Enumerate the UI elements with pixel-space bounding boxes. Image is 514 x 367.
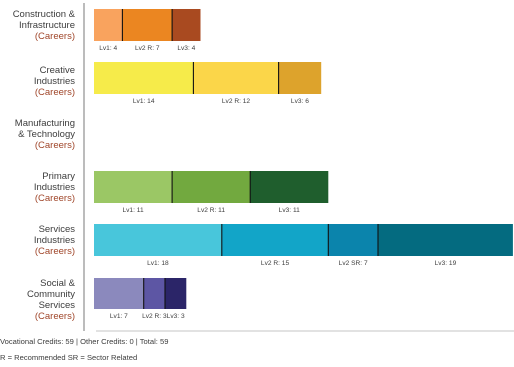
segment-label: Lv1: 4 — [99, 45, 117, 52]
bar-segment — [328, 224, 378, 256]
bar-segment — [221, 224, 329, 256]
bar-segment — [172, 171, 251, 203]
segment-label: Lv2 R: 15 — [261, 260, 290, 267]
bar-segment — [378, 224, 513, 256]
category-label: Primary — [42, 171, 75, 182]
bar-segment — [143, 278, 165, 309]
category-label: Social & — [40, 278, 76, 289]
segment-label: Lv2 R: 12 — [222, 98, 251, 105]
category-label: Industries — [34, 182, 75, 193]
category-labels: Construction &Infrastructure(Careers)Cre… — [13, 9, 76, 322]
segment-label: Lv1: 7 — [110, 313, 128, 320]
segment-label: Lv1: 18 — [147, 260, 169, 267]
category-label: Manufacturing — [15, 118, 75, 129]
bar-segment — [94, 62, 194, 94]
segment-label: Lv3: 4 — [177, 45, 195, 52]
bars — [94, 9, 513, 309]
bar-segment — [94, 224, 222, 256]
category-label: Construction & — [13, 9, 76, 20]
category-label: Services — [39, 224, 76, 235]
category-label: Infrastructure — [19, 20, 75, 31]
segment-label: Lv2 SR: 7 — [339, 260, 368, 267]
segment-label: Lv3: 11 — [279, 207, 300, 214]
bar-segment — [94, 171, 173, 203]
bar-segment — [172, 9, 201, 41]
segment-label: Lv2 R: 3 — [142, 313, 167, 320]
bar-segment — [250, 171, 329, 203]
category-label: Community — [27, 289, 75, 300]
bar-segment — [193, 62, 279, 94]
credits-summary: Vocational Credits: 59 | Other Credits: … — [0, 337, 169, 346]
category-subtitle: (Careers) — [35, 311, 75, 322]
segment-label: Lv1: 14 — [133, 98, 155, 105]
legend-note: R = Recommended SR = Sector Related — [0, 353, 138, 362]
segment-label: Lv3: 6 — [291, 98, 309, 105]
category-label: & Technology — [18, 129, 75, 140]
segment-label: Lv2 R: 11 — [197, 207, 225, 214]
segment-label: Lv2 R: 7 — [135, 45, 160, 52]
segment-label: Lv1: 11 — [122, 207, 143, 214]
bar-segment — [94, 278, 144, 309]
category-subtitle: (Careers) — [35, 87, 75, 98]
bar-segment — [165, 278, 187, 309]
bar-segment — [122, 9, 173, 41]
category-label: Industries — [34, 235, 75, 246]
segment-labels: Lv1: 4 Lv2 R: 7 Lv3: 4 Lv1: 14 Lv2 R: 12 Lv3:… — [99, 45, 456, 320]
category-subtitle: (Careers) — [35, 31, 75, 42]
bar-segment — [94, 9, 123, 41]
segment-label: Lv3: 19 — [435, 260, 457, 267]
category-subtitle: (Careers) — [35, 140, 75, 151]
category-subtitle: (Careers) — [35, 246, 75, 257]
category-label: Industries — [34, 76, 75, 87]
category-subtitle: (Careers) — [35, 193, 75, 204]
category-label: Creative — [40, 65, 75, 76]
bar-segment — [278, 62, 322, 94]
category-label: Services — [39, 300, 76, 311]
segment-label: Lv3: 3 — [167, 313, 185, 320]
